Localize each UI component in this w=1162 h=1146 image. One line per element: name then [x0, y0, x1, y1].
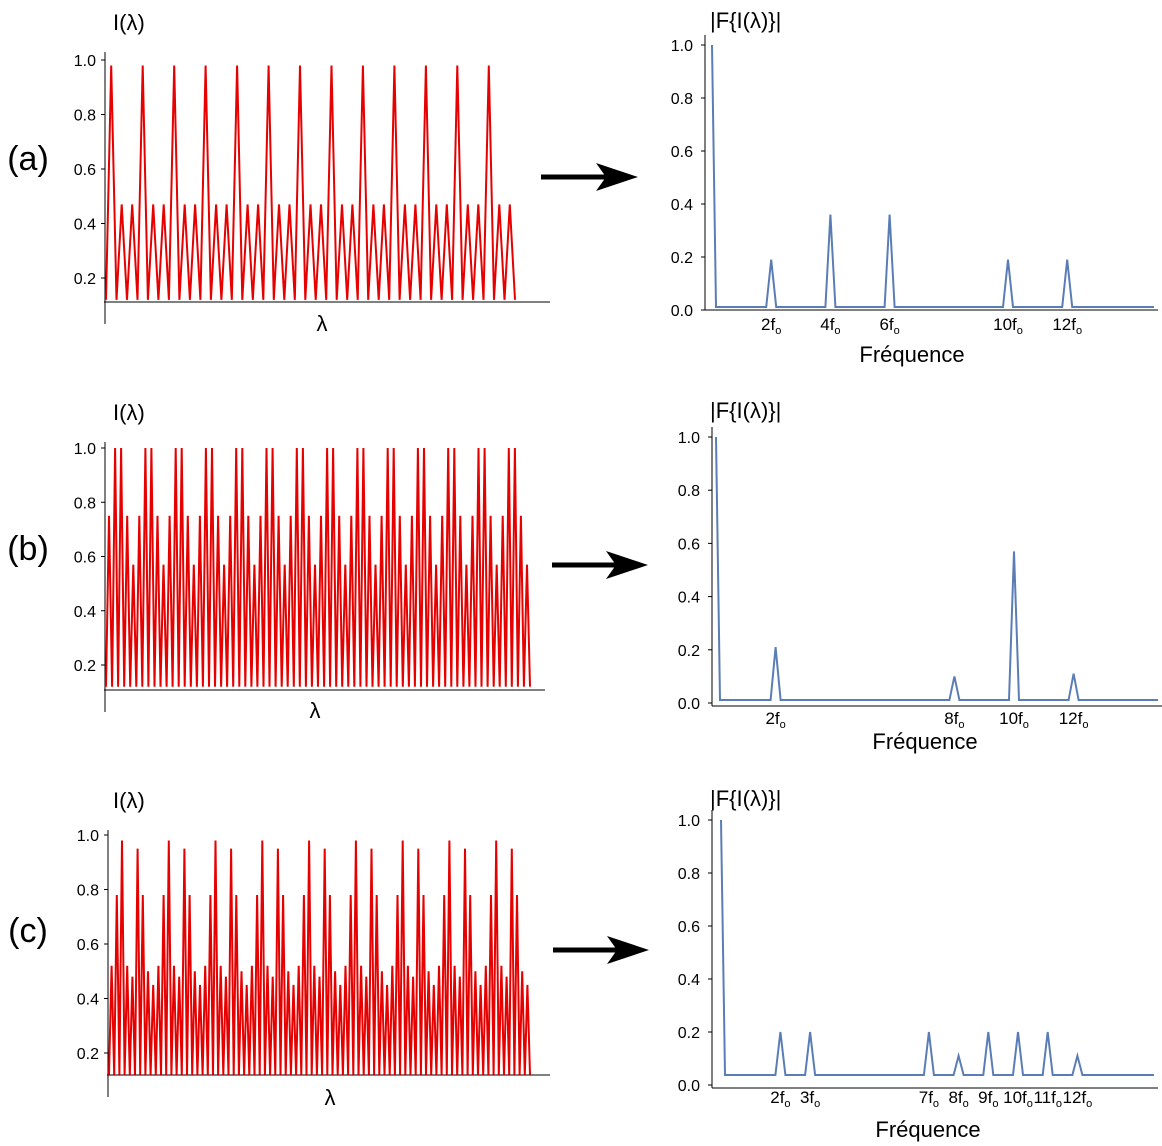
signal-y-tick-label: 0.2 [77, 1046, 99, 1063]
panel-row-c: (c) I(λ) λ 0.2 0.4 0.6 0.8 1.0 |F{I(λ)}| Fréquenc… [8, 786, 1158, 1142]
transform-arrow [553, 936, 649, 964]
spectrum-x-tick-label: 4fo [820, 315, 840, 337]
signal-y-tick-label: 0.6 [74, 550, 96, 567]
spectrum-plot: |F{I(λ)}| Fréquence 0.0 0.2 0.4 0.6 0.8 1.0 2fo 3… [678, 786, 1158, 1142]
signal-y-tick-label: 0.8 [74, 495, 96, 512]
signal-y-tick-label: 1.0 [74, 441, 96, 458]
spectrum-x-tick-label: 12fo [1063, 1088, 1093, 1110]
signal-y-tick-label: 0.8 [77, 883, 99, 900]
panel-label: (b) [7, 530, 49, 568]
spectrum-y-tick-label: 0.2 [678, 1025, 700, 1042]
spectrum-line [715, 436, 1158, 701]
signal-x-label: λ [310, 698, 321, 723]
spectrum-y-tick-label: 0.6 [678, 919, 700, 936]
spectrum-x-tick-label: 11fo [1033, 1088, 1062, 1110]
transform-arrow [541, 163, 638, 191]
signal-line [108, 840, 531, 1075]
signal-y-tick-label: 0.8 [74, 108, 96, 125]
spectrum-x-tick-label: 10fo [993, 315, 1023, 337]
signal-y-tick-label: 0.2 [74, 271, 96, 288]
spectrum-x-tick-label: 12fo [1059, 709, 1089, 731]
spectrum-x-tick-label: 10fo [1003, 1088, 1033, 1110]
spectrum-y-tick-label: 0.6 [678, 536, 700, 553]
spectrum-y-tick-label: 1.0 [678, 813, 700, 830]
signal-plot: I(λ) λ 0.2 0.4 0.6 0.8 1.0 [77, 788, 550, 1110]
spectrum-y-tick-label: 0.8 [678, 866, 700, 883]
spectrum-y-tick-label: 0.4 [678, 972, 700, 989]
signal-y-tick-label: 0.4 [74, 604, 96, 621]
signal-y-tick-label: 1.0 [74, 53, 96, 70]
spectrum-x-tick-label: 12fo [1052, 315, 1082, 337]
arrow-head [607, 936, 649, 964]
transform-arrow [552, 551, 648, 579]
spectrum-x-label: Fréquence [875, 1117, 980, 1142]
spectrum-y-tick-label: 0.2 [671, 250, 693, 267]
spectrum-x-tick-label: 2fo [770, 1088, 790, 1110]
arrow-head [606, 551, 648, 579]
spectrum-x-label: Fréquence [859, 342, 964, 367]
spectrum-y-tick-label: 1.0 [678, 430, 700, 447]
panel-row-b: (b) I(λ) λ 0.2 0.4 0.6 0.8 1.0 |F{I(λ)}| Fréquenc… [7, 398, 1162, 754]
signal-y-tick-label: 1.0 [77, 828, 99, 845]
panel-row-a: (a) I(λ) λ 0.2 0.4 0.6 0.8 1.0 |F{I(λ)}| Fréquenc… [7, 8, 1158, 367]
spectrum-y-tick-label: 1.0 [671, 38, 693, 55]
spectrum-line [711, 44, 1154, 308]
arrow-head [596, 163, 638, 191]
spectrum-y-tick-label: 0.4 [671, 197, 693, 214]
signal-y-label: I(λ) [113, 400, 145, 425]
spectrum-x-label: Fréquence [872, 729, 977, 754]
spectrum-y-tick-label: 0.0 [671, 303, 693, 320]
signal-y-tick-label: 0.2 [74, 658, 96, 675]
spectrum-x-tick-label: 2fo [765, 709, 785, 731]
panel-label: (a) [7, 140, 49, 178]
spectrum-plot: |F{I(λ)}| Fréquence 0.0 0.2 0.4 0.6 0.8 1.0 2fo 4… [671, 8, 1158, 367]
spectrum-y-tick-label: 0.2 [678, 643, 700, 660]
spectrum-x-tick-label: 7fo [919, 1088, 939, 1110]
spectrum-x-tick-label: 9fo [978, 1088, 998, 1110]
spectrum-plot: |F{I(λ)}| Fréquence 0.0 0.2 0.4 0.6 0.8 1.0 2fo 8… [678, 398, 1162, 754]
panel-label: (c) [8, 912, 48, 950]
spectrum-x-tick-label: 8fo [944, 709, 964, 731]
spectrum-x-tick-label: 10fo [999, 709, 1029, 731]
spectrum-y-label: |F{I(λ)}| [710, 8, 781, 33]
signal-x-label: λ [317, 311, 328, 336]
spectrum-y-tick-label: 0.6 [671, 144, 693, 161]
spectrum-y-tick-label: 0.8 [678, 483, 700, 500]
spectrum-y-label: |F{I(λ)}| [710, 786, 781, 811]
spectrum-x-tick-label: 8fo [948, 1088, 968, 1110]
signal-y-label: I(λ) [113, 10, 145, 35]
spectrum-y-tick-label: 0.0 [678, 1078, 700, 1095]
signal-y-tick-label: 0.6 [74, 162, 96, 179]
spectrum-y-tick-label: 0.4 [678, 590, 700, 607]
spectrum-y-label: |F{I(λ)}| [710, 398, 781, 423]
signal-y-label: I(λ) [113, 788, 145, 813]
spectrum-x-tick-label: 2fo [761, 315, 781, 337]
signal-y-tick-label: 0.6 [77, 937, 99, 954]
signal-y-tick-label: 0.4 [77, 992, 99, 1009]
signal-plot: I(λ) λ 0.2 0.4 0.6 0.8 1.0 [74, 10, 550, 336]
spectrum-x-tick-label: 3fo [800, 1088, 820, 1110]
signal-y-tick-label: 0.4 [74, 217, 96, 234]
signal-plot: I(λ) λ 0.2 0.4 0.6 0.8 1.0 [74, 400, 545, 723]
signal-line [105, 447, 531, 687]
spectrum-y-tick-label: 0.8 [671, 91, 693, 108]
spectrum-x-tick-label: 6fo [879, 315, 899, 337]
spectrum-y-tick-label: 0.0 [678, 696, 700, 713]
signal-line [105, 65, 516, 300]
spectrum-line [720, 819, 1154, 1076]
signal-x-label: λ [325, 1085, 336, 1110]
